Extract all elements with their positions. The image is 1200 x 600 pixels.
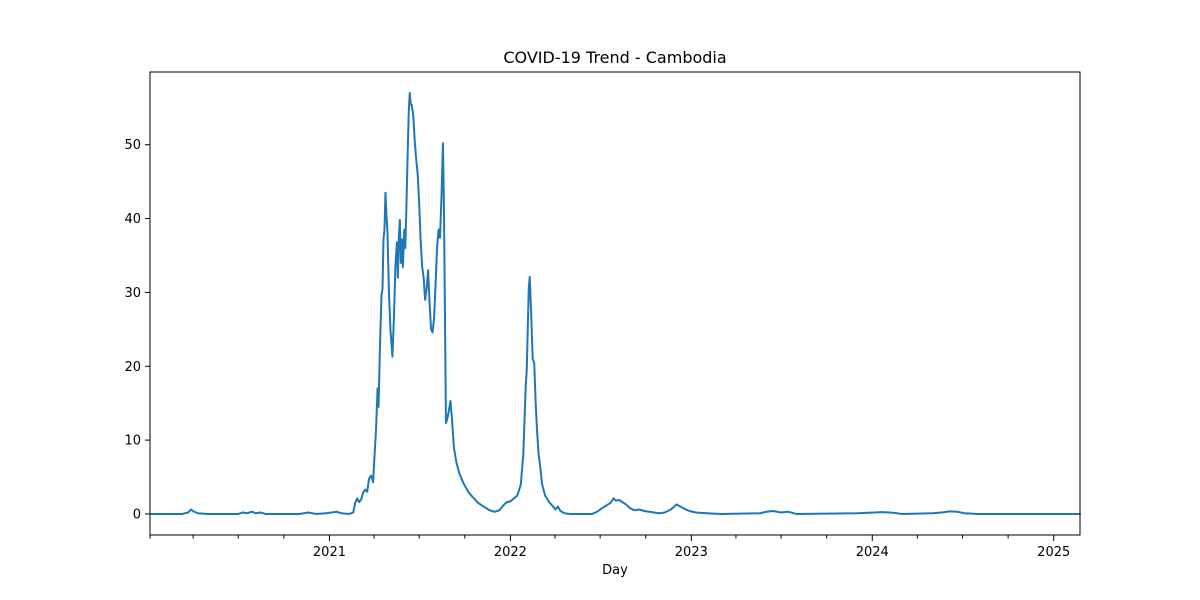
x-tick-label: 2023 bbox=[675, 545, 708, 560]
y-tick-label: 30 bbox=[124, 286, 141, 301]
x-axis-ticks: 2021 2022 2023 2024 2025 bbox=[149, 535, 1070, 560]
y-tick-label: 20 bbox=[124, 360, 141, 375]
y-tick-label: 0 bbox=[133, 507, 141, 522]
x-tick-label: 2024 bbox=[856, 545, 889, 560]
series-line bbox=[149, 92, 1081, 515]
x-tick-label: 2025 bbox=[1037, 545, 1070, 560]
chart-title: COVID-19 Trend - Cambodia bbox=[503, 48, 726, 67]
y-tick-label: 10 bbox=[124, 434, 141, 449]
plot-frame bbox=[149, 71, 1081, 536]
y-tick-label: 50 bbox=[124, 138, 141, 153]
y-axis-ticks: 0 10 20 30 40 50 bbox=[124, 138, 150, 522]
series-layer bbox=[149, 92, 1081, 515]
x-tick-label: 2021 bbox=[313, 545, 346, 560]
y-tick-label: 40 bbox=[124, 212, 141, 227]
x-axis-title: Day bbox=[602, 563, 628, 578]
x-tick-label: 2022 bbox=[494, 545, 527, 560]
